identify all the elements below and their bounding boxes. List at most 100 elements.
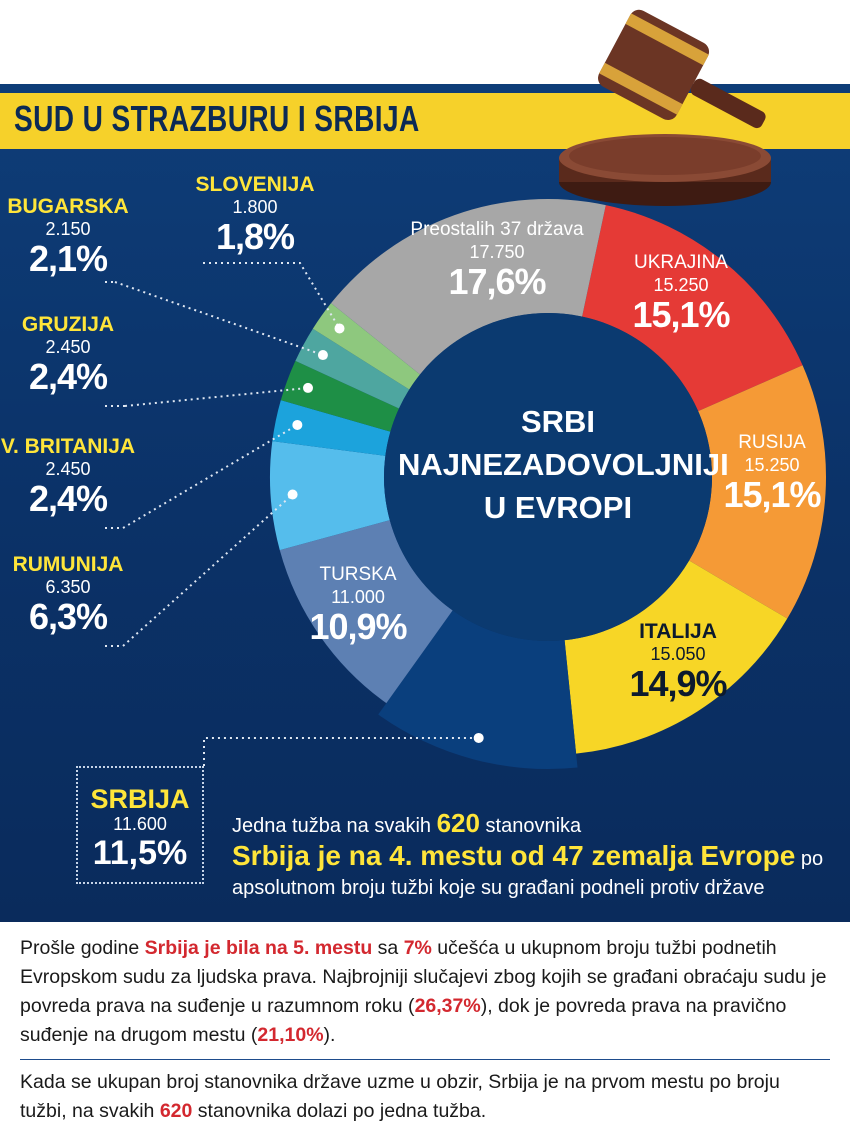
label-preostalih-count: 17.750 [469, 242, 525, 262]
srbija-info-line1-pre: Jedna tužba na svakih [232, 815, 437, 837]
notes-section: Prošle godine Srbija je bila na 5. mestu… [20, 934, 830, 1126]
label-rusija-count: 15.250 [744, 455, 800, 475]
leader-dot-rumunija [287, 489, 298, 500]
label-preostalih-name: Preostalih 37 država [410, 219, 584, 240]
label-slovenija-pct: 1,8% [215, 216, 295, 257]
label-ukrajina-name: UKRAJINA [634, 252, 728, 273]
note1-b: Srbija je bila na 5. mestu [144, 937, 373, 959]
label-italija: ITALIJA 15.050 14,9% [629, 620, 727, 704]
label-ukrajina-pct: 15,1% [632, 294, 730, 335]
note1-i: ). [323, 1024, 336, 1046]
leader-dot-gruzija [302, 382, 313, 393]
label-italija-count: 15.050 [650, 644, 706, 664]
chart-center-title: SRBI NAJNEZADOVOLJNIJI U EVROPI [398, 400, 729, 529]
label-rumunija-name: RUMUNIJA [12, 553, 124, 576]
label-bugarska-count: 2.150 [45, 219, 91, 239]
label-ukrajina: UKRAJINA 15.250 15,1% [632, 251, 730, 335]
label-gruzija-count: 2.450 [45, 337, 91, 357]
slice-italija [564, 560, 788, 754]
label-v-britanija-pct: 2,4% [28, 478, 108, 519]
note1-g: ), dok je povreda prava na pravično suđe… [20, 995, 787, 1046]
srbija-info-line-3: apsolutnom broju tužbi koje su građani p… [232, 877, 765, 899]
slice-turska [279, 520, 453, 704]
label-srbija-count: 11.600 [113, 814, 167, 834]
slice-rusija [689, 365, 827, 619]
srbija-info-line1-num: 620 [436, 808, 480, 838]
leader-line-v-britanija [122, 424, 298, 529]
note1-f: 26,37% [414, 995, 481, 1017]
label-srbija-name: SRBIJA [90, 784, 190, 814]
note-paragraph-2: Kada se ukupan broj stanovnika države uz… [20, 1068, 830, 1126]
center-line-2: NAJNEZADOVOLJNIJI [398, 447, 729, 482]
center-line-3: U EVROPI [483, 490, 633, 525]
srbija-info-line2-bold: Srbija je na 4. mestu od 47 zemalja Evro… [232, 840, 796, 871]
label-turska-pct: 10,9% [309, 606, 407, 647]
slice-gruzija [280, 360, 399, 432]
label-v-britanija-count: 2.450 [45, 459, 91, 479]
label-v-britanija-name: V. BRITANIJA [0, 435, 136, 458]
leader-line-rumunija [122, 493, 294, 647]
srbija-info: Jedna tužba na svakih 620 stanovnika Srb… [232, 810, 823, 900]
label-turska: TURSKA 11.000 10,9% [309, 563, 407, 647]
note1-e: učešća u ukupnom broju tužbi podnetih Ev… [20, 937, 827, 1017]
srbija-info-line2-post: po [795, 848, 824, 870]
note1-c: sa [372, 937, 404, 959]
leader-line-gruzija [124, 386, 309, 407]
label-slovenija-count: 1.800 [232, 197, 278, 217]
notes-divider [20, 1059, 830, 1060]
label-preostalih: Preostalih 37 država 17.750 17,6% [410, 218, 583, 302]
gavel-image [559, 9, 771, 206]
leader-line-bugarska [114, 281, 324, 356]
label-rumunija-pct: 6,3% [28, 596, 108, 637]
donut-hole [384, 313, 712, 641]
note1-d: 7% [403, 937, 432, 959]
label-ukrajina-count: 15.250 [653, 275, 709, 295]
note2-b: 620 [159, 1100, 193, 1122]
slice-preostalih-37-dr-ava [331, 198, 606, 375]
slice-v-britanija [272, 400, 391, 456]
leader-line-slovenija [203, 262, 341, 329]
label-rusija-name: RUSIJA [738, 432, 806, 453]
label-rusija-pct: 15,1% [723, 474, 821, 515]
note1-a: Prošle godine [20, 937, 145, 959]
label-bugarska: BUGARSKA 2.150 2,1% [7, 195, 128, 279]
label-rusija: RUSIJA 15.250 15,1% [723, 431, 821, 515]
note2-c: stanovnika dolazi po jedna tužba. [192, 1100, 487, 1122]
label-preostalih-pct: 17,6% [448, 261, 546, 302]
label-v-britanija: V. BRITANIJA 2.450 2,4% [1, 435, 135, 519]
slice-srbija [378, 610, 578, 769]
center-line-1: SRBI [520, 404, 596, 439]
label-italija-pct: 14,9% [629, 663, 727, 704]
srbija-info-line-1: Jedna tužba na svakih 620 stanovnika [232, 810, 823, 839]
label-italija-name: ITALIJA [639, 620, 717, 643]
label-gruzija-name: GRUZIJA [21, 313, 115, 336]
label-rumunija: RUMUNIJA 6.350 6,3% [13, 553, 124, 637]
label-srbija-pct: 11,5% [92, 834, 188, 872]
note1-h: 21,10% [257, 1024, 324, 1046]
leader-dot-srbija [473, 732, 484, 743]
leader-dot-v-britanija [292, 419, 303, 430]
srbija-info-line-2: Srbija je na 4. mestu od 47 zemalja Evro… [232, 839, 823, 876]
note2-a: Kada se ukupan broj stanovnika države uz… [20, 1071, 780, 1122]
label-turska-count: 11.000 [331, 587, 385, 607]
label-gruzija-pct: 2,4% [28, 356, 108, 397]
label-bugarska-pct: 2,1% [28, 238, 108, 279]
label-srbija: SRBIJA 11.600 11,5% [76, 784, 204, 872]
label-rumunija-count: 6.350 [45, 577, 91, 597]
srbija-info-line1-post: stanovnika [479, 815, 582, 837]
page-title: SUD U STRAZBURU I SRBIJA [14, 98, 420, 139]
label-slovenija-name: SLOVENIJA [195, 173, 315, 196]
label-bugarska-name: BUGARSKA [7, 195, 129, 218]
label-turska-name: TURSKA [319, 564, 397, 585]
leader-line-srbija [203, 736, 479, 766]
label-gruzija: GRUZIJA 2.450 2,4% [22, 313, 114, 397]
label-slovenija: SLOVENIJA 1.800 1,8% [195, 173, 314, 257]
note-paragraph-1: Prošle godine Srbija je bila na 5. mestu… [20, 934, 830, 1050]
leader-dot-bugarska [317, 350, 328, 361]
slice-ukrajina [582, 205, 803, 412]
slice-rumunija [270, 441, 390, 551]
slice-bugarska [295, 328, 410, 409]
leader-dot-slovenija [334, 323, 345, 334]
srbija-callout-box [76, 766, 204, 884]
